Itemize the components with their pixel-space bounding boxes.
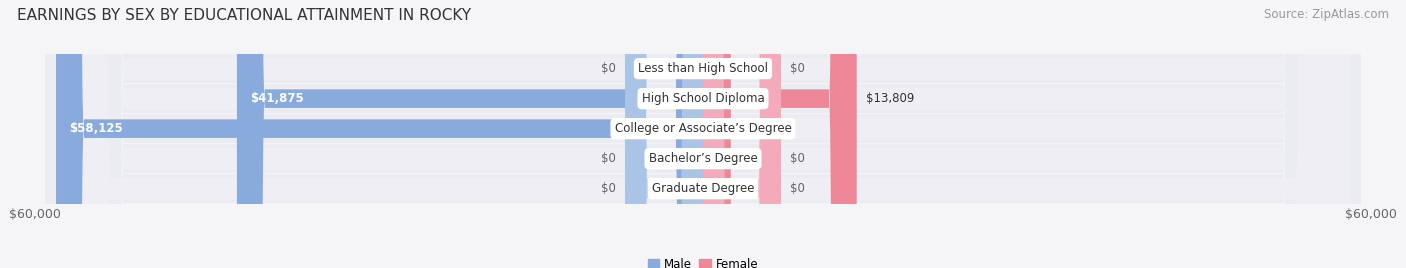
Text: $41,875: $41,875 (250, 92, 304, 105)
Text: Source: ZipAtlas.com: Source: ZipAtlas.com (1264, 8, 1389, 21)
Text: $2,499: $2,499 (740, 122, 780, 135)
FancyBboxPatch shape (626, 0, 703, 268)
FancyBboxPatch shape (626, 0, 703, 268)
Text: $0: $0 (602, 152, 616, 165)
Text: $0: $0 (790, 182, 804, 195)
FancyBboxPatch shape (626, 0, 703, 268)
Text: $0: $0 (602, 182, 616, 195)
FancyBboxPatch shape (55, 0, 1351, 268)
FancyBboxPatch shape (45, 0, 1361, 268)
FancyBboxPatch shape (45, 0, 1361, 268)
FancyBboxPatch shape (703, 0, 780, 268)
Text: Graduate Degree: Graduate Degree (652, 182, 754, 195)
FancyBboxPatch shape (703, 0, 780, 268)
Text: College or Associate’s Degree: College or Associate’s Degree (614, 122, 792, 135)
FancyBboxPatch shape (55, 0, 1351, 268)
Legend: Male, Female: Male, Female (643, 253, 763, 268)
Text: EARNINGS BY SEX BY EDUCATIONAL ATTAINMENT IN ROCKY: EARNINGS BY SEX BY EDUCATIONAL ATTAINMEN… (17, 8, 471, 23)
FancyBboxPatch shape (55, 0, 1351, 268)
Text: $0: $0 (790, 152, 804, 165)
FancyBboxPatch shape (45, 0, 1361, 268)
FancyBboxPatch shape (45, 0, 1361, 268)
FancyBboxPatch shape (55, 0, 1351, 268)
Text: $58,125: $58,125 (69, 122, 124, 135)
FancyBboxPatch shape (236, 0, 703, 268)
FancyBboxPatch shape (56, 0, 703, 268)
Text: $13,809: $13,809 (866, 92, 914, 105)
FancyBboxPatch shape (45, 0, 1361, 268)
FancyBboxPatch shape (703, 0, 856, 268)
FancyBboxPatch shape (55, 0, 1351, 268)
Text: Bachelor’s Degree: Bachelor’s Degree (648, 152, 758, 165)
Text: $0: $0 (602, 62, 616, 75)
FancyBboxPatch shape (703, 0, 731, 268)
FancyBboxPatch shape (703, 0, 780, 268)
Text: High School Diploma: High School Diploma (641, 92, 765, 105)
Text: Less than High School: Less than High School (638, 62, 768, 75)
Text: $0: $0 (790, 62, 804, 75)
